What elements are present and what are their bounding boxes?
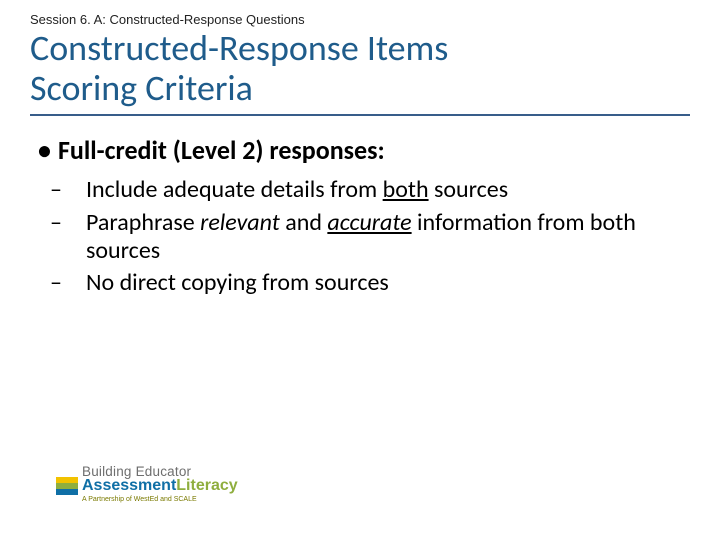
dash-icon: – [68,176,86,204]
dash-icon: – [68,209,86,237]
sub2-em2: accurate [327,208,411,237]
content-area: •Full-credit (Level 2) responses: –Inclu… [30,134,690,297]
logo-sub-text: A Partnership of WestEd and SCALE [82,496,246,503]
bullet-level2-item: –Include adequate details from both sour… [86,176,690,204]
sub2-em1: relevant [200,208,280,237]
logo-mid-row: AssessmentLiteracy [56,477,246,495]
session-label: Session 6. A: Constructed-Response Quest… [30,12,690,27]
sub2-mid: and [280,208,328,237]
title-rule [30,114,690,116]
logo-assessment: Assessment [82,477,176,494]
footer-logo: Building Educator AssessmentLiteracy A P… [56,464,246,514]
logo-mid-text: AssessmentLiteracy [82,477,238,495]
bullet-main-text: Full-credit (Level 2) responses: [58,134,385,166]
sub1-suffix: sources [429,175,509,204]
title-line-1: Constructed-Response Items [30,26,448,70]
sub2-prefix: Paraphrase [86,208,200,237]
logo-band-icon [56,477,78,495]
sub3-text: No direct copying from sources [86,268,389,297]
slide-title: Constructed-Response Items Scoring Crite… [30,29,690,108]
sub1-prefix: Include adequate details from [86,175,383,204]
sub1-emphasis: both [383,175,429,204]
bullet-level2-item: –No direct copying from sources [86,269,690,297]
logo-literacy: Literacy [176,477,237,494]
title-line-2: Scoring Criteria [30,66,253,110]
bullet-level1: •Full-credit (Level 2) responses: [38,134,690,166]
slide: Session 6. A: Constructed-Response Quest… [0,0,720,540]
band-blue [56,489,78,495]
bullet-dot-icon: • [38,134,58,166]
dash-icon: – [68,269,86,297]
bullet-level2-item: –Paraphrase relevant and accurate inform… [86,209,690,266]
